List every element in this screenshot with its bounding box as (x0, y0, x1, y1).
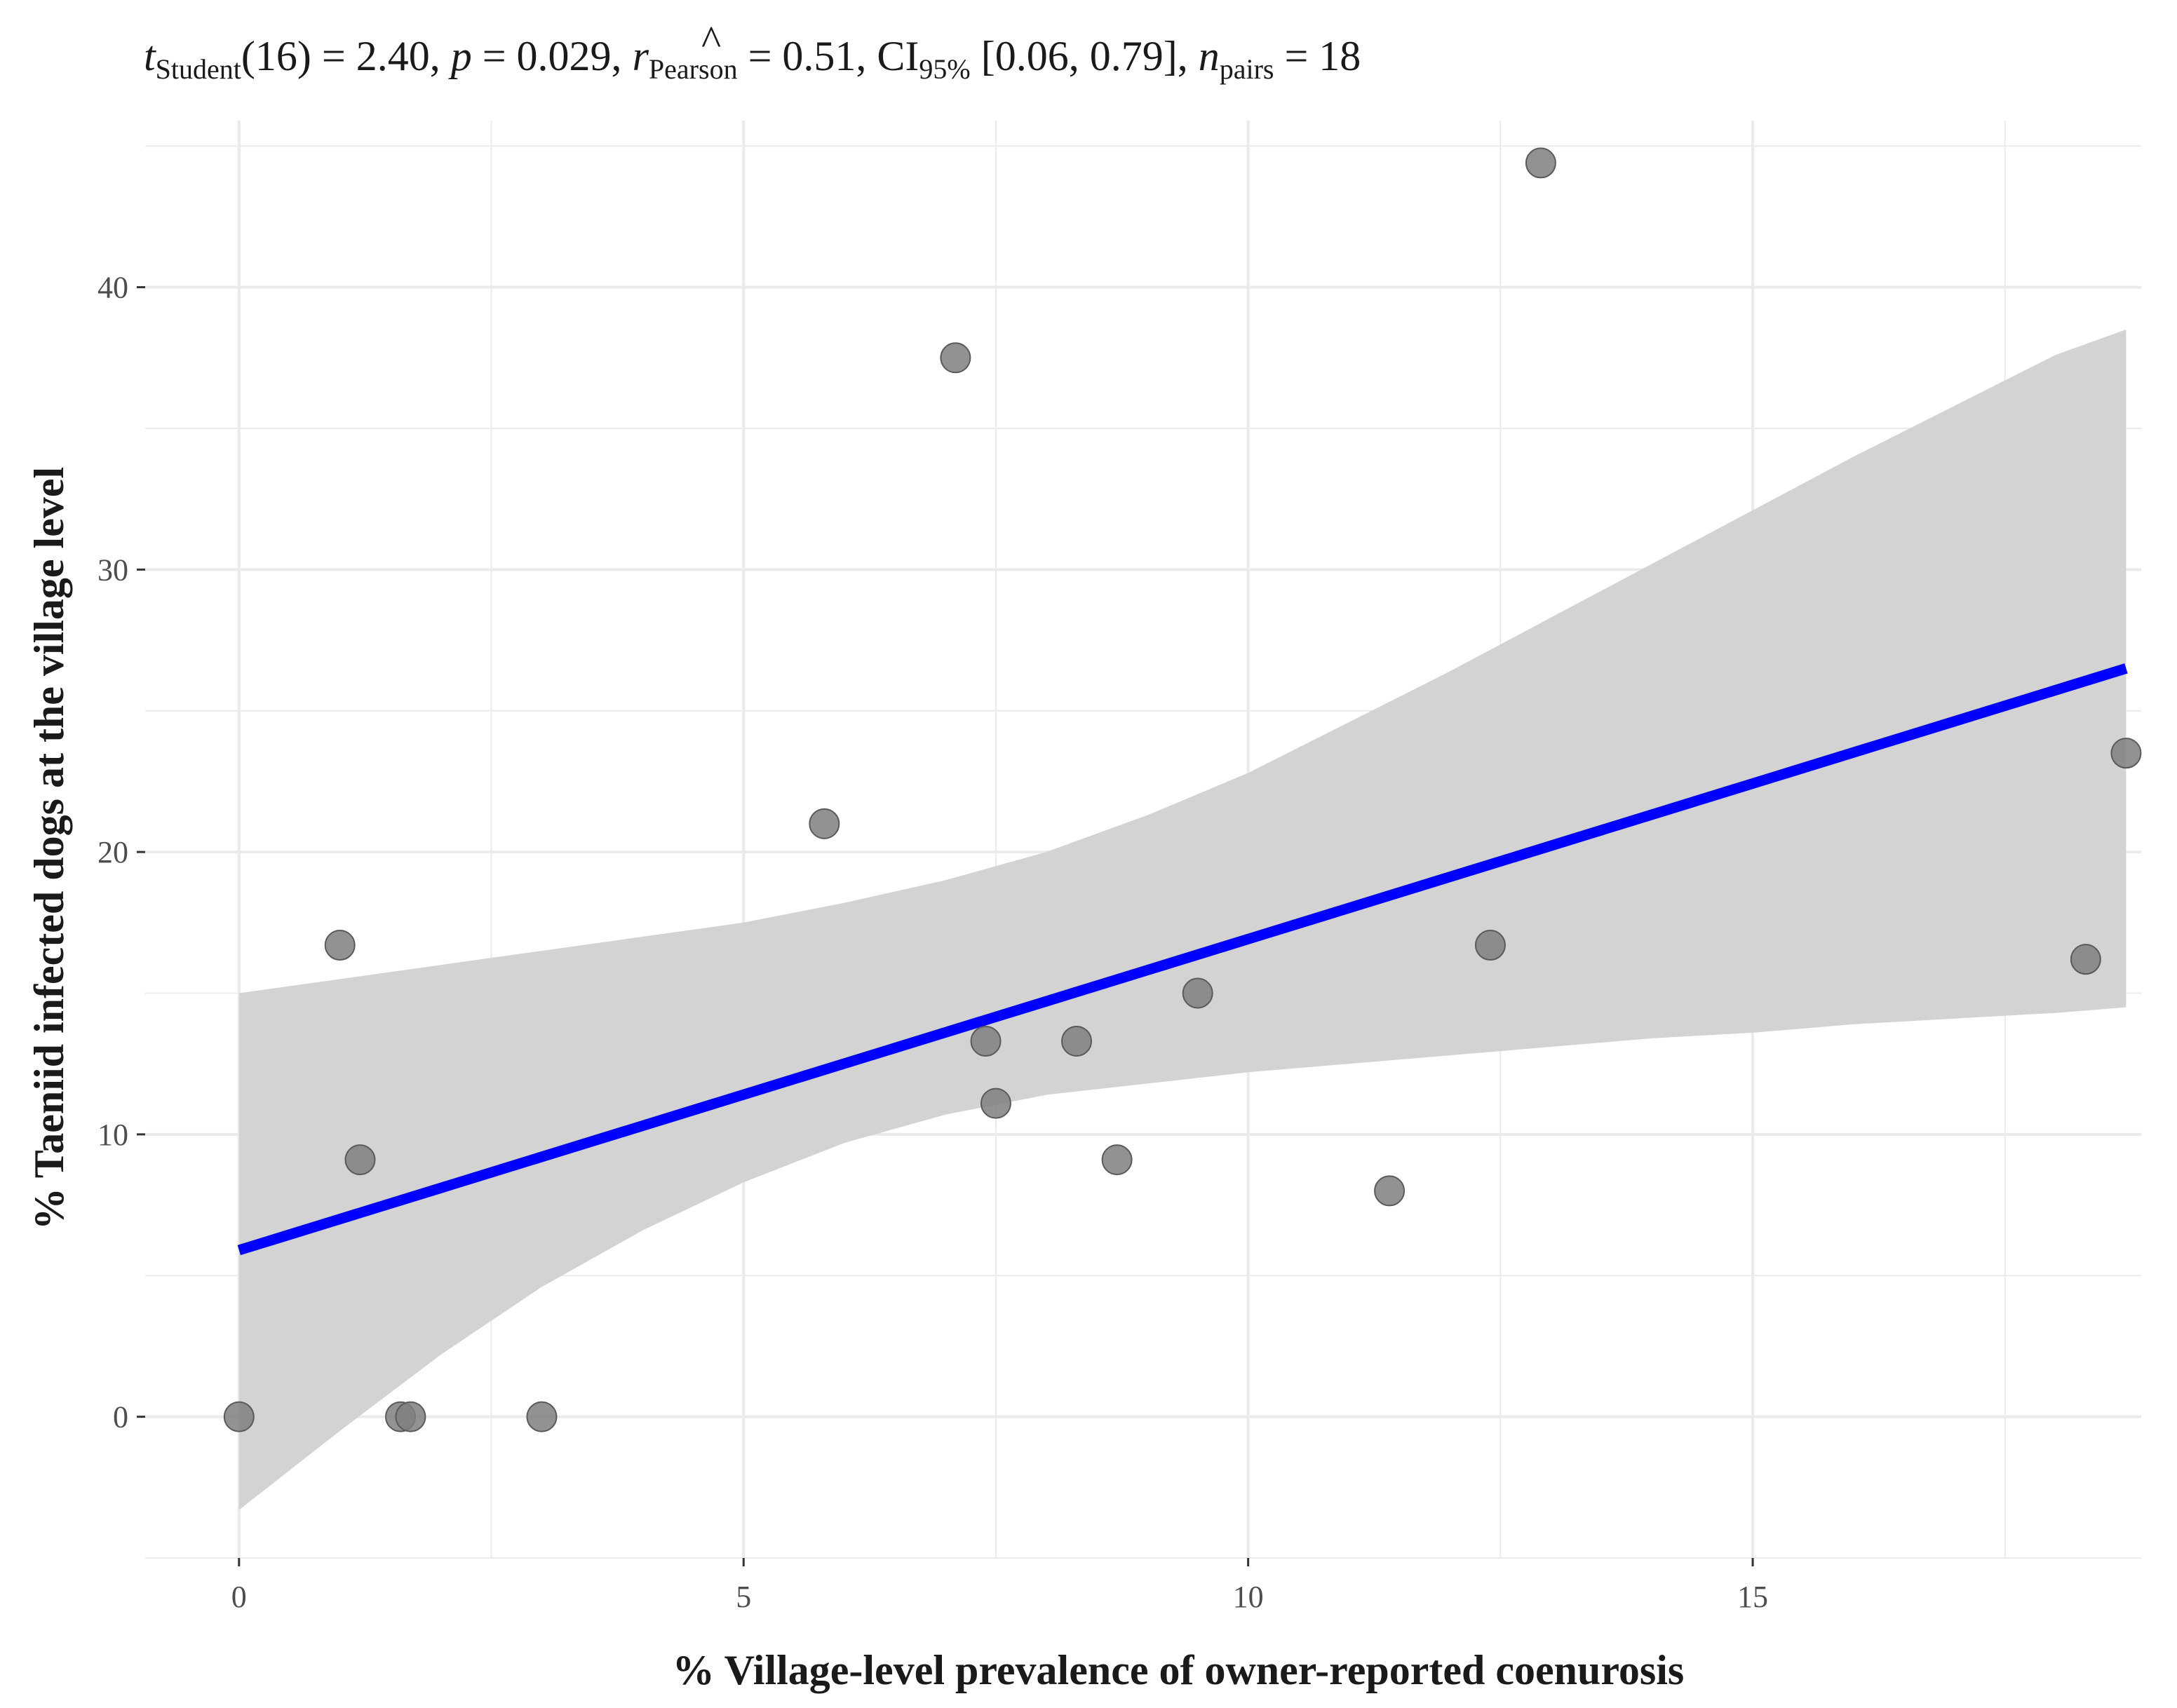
data-point-11 (1101, 1144, 1133, 1176)
data-point-12 (1182, 977, 1213, 1009)
data-point-10 (1061, 1025, 1093, 1057)
data-point-15 (1525, 147, 1556, 179)
x-tick-label-3: 15 (1737, 1580, 1768, 1614)
x-axis: 0 5 10 15 (231, 1558, 1768, 1614)
confidence-band-layer (238, 330, 2127, 1510)
data-point-14 (1474, 930, 1506, 961)
data-point-3 (526, 1401, 558, 1432)
subtitle-n-value: = 18 (1274, 33, 1361, 79)
y-tick-label-4: 40 (97, 271, 128, 305)
subtitle-t-value: (16) = 2.40, (241, 33, 451, 79)
subtitle-n-label: n (1199, 33, 1220, 79)
subtitle-t-label: t (144, 33, 156, 79)
y-tick-label-1: 10 (97, 1118, 128, 1152)
y-tick-label-2: 20 (97, 835, 128, 869)
data-point-8 (970, 1025, 1002, 1057)
data-point-5 (344, 1144, 376, 1176)
data-point-9 (980, 1087, 1011, 1119)
data-point-7 (940, 342, 971, 374)
regression-line (237, 663, 2128, 1256)
subtitle-ci-sub: 95% (919, 53, 970, 85)
y-axis: 0 10 20 30 40 (97, 271, 145, 1435)
data-point-6 (809, 808, 840, 839)
confidence-band (238, 330, 2127, 1510)
subtitle-p-value: = 0.029, (472, 33, 633, 79)
subtitle-t-sub: Student (156, 53, 241, 85)
x-axis-title: % Village-level prevalence of owner-repo… (673, 1647, 1685, 1693)
data-point-16 (2070, 944, 2101, 975)
subtitle-r-sub: Pearson (649, 53, 738, 85)
points-layer (223, 147, 2142, 1432)
subtitle-r-label: r (633, 33, 649, 79)
subtitle-n-sub: pairs (1220, 53, 1274, 85)
x-tick-label-1: 5 (736, 1580, 751, 1614)
subtitle-ci-value: [0.06, 0.79], (971, 33, 1199, 79)
regression-line-layer (237, 663, 2128, 1256)
data-point-17 (2110, 738, 2142, 769)
subtitle-r-value: = 0.51, CI (738, 33, 919, 79)
x-tick-label-2: 10 (1233, 1580, 1264, 1614)
y-tick-label-0: 0 (113, 1400, 128, 1435)
y-tick-label-3: 30 (97, 553, 128, 587)
data-point-2 (395, 1401, 426, 1432)
subtitle-r-hat: ^ (701, 18, 721, 64)
y-axis-title: % Taeniid infected dogs at the village l… (26, 467, 72, 1230)
x-tick-label-0: 0 (231, 1580, 247, 1614)
data-point-4 (324, 930, 356, 961)
data-point-13 (1374, 1175, 1406, 1207)
subtitle-p-label: p (448, 33, 472, 79)
data-point-0 (223, 1401, 255, 1432)
chart-subtitle: tStudent(16) = 2.40, p = 0.029, rPearson… (144, 33, 1361, 85)
